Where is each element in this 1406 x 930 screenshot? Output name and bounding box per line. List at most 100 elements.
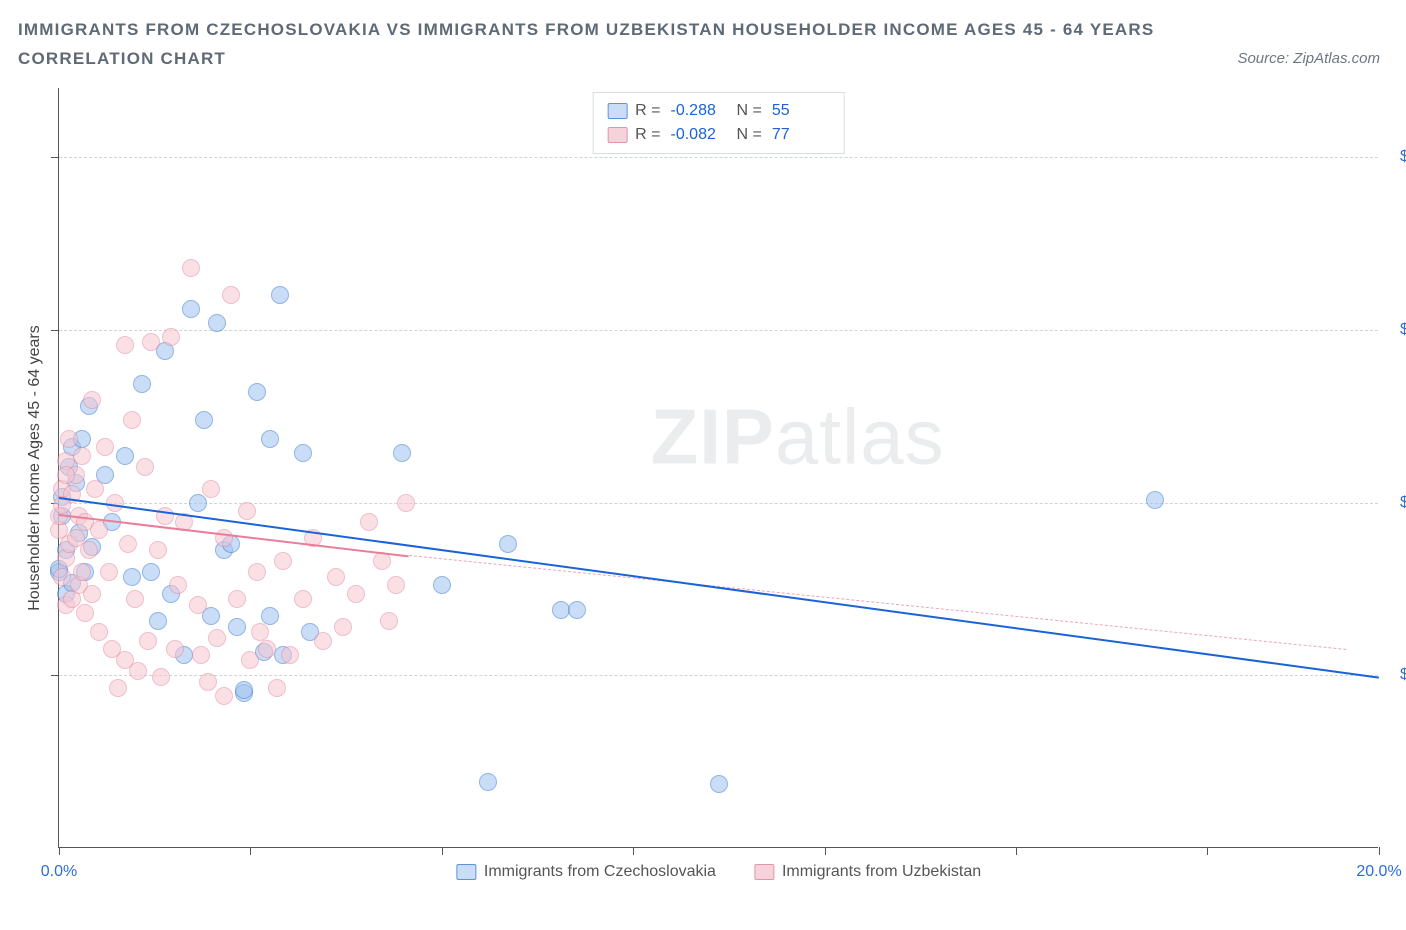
- scatter-point: [60, 430, 78, 448]
- scatter-point: [96, 438, 114, 456]
- scatter-point: [327, 568, 345, 586]
- y-axis-tick-label: $187,500: [1386, 321, 1406, 339]
- scatter-point: [271, 286, 289, 304]
- scatter-point: [248, 383, 266, 401]
- legend-r-label: R =: [635, 123, 660, 147]
- scatter-point: [182, 259, 200, 277]
- x-axis-tick: [250, 847, 251, 855]
- scatter-point: [83, 391, 101, 409]
- scatter-point: [195, 411, 213, 429]
- gridline-h: [59, 330, 1378, 331]
- scatter-point: [80, 541, 98, 559]
- scatter-point: [347, 585, 365, 603]
- legend-series-item: Immigrants from Czechoslovakia: [456, 863, 716, 881]
- scatter-point: [123, 568, 141, 586]
- scatter-point: [222, 286, 240, 304]
- x-axis-tick: [825, 847, 826, 855]
- legend-n-value-blue: 55: [772, 99, 830, 123]
- scatter-point: [100, 563, 118, 581]
- scatter-point: [251, 623, 269, 641]
- legend-swatch-blue: [456, 864, 476, 880]
- scatter-point: [1146, 491, 1164, 509]
- legend-n-label: N =: [737, 123, 762, 147]
- legend-series-item: Immigrants from Uzbekistan: [754, 863, 981, 881]
- y-axis-tick: [51, 330, 59, 331]
- legend-r-value-blue: -0.288: [671, 99, 729, 123]
- scatter-point: [149, 541, 167, 559]
- scatter-point: [568, 601, 586, 619]
- scatter-point: [73, 447, 91, 465]
- scatter-point: [499, 535, 517, 553]
- x-axis-tick: [1207, 847, 1208, 855]
- scatter-point: [202, 480, 220, 498]
- chart-container: Householder Income Ages 45 - 64 years ZI…: [18, 88, 1398, 888]
- scatter-point: [86, 480, 104, 498]
- legend-swatch-blue: [607, 103, 627, 119]
- scatter-point: [281, 646, 299, 664]
- watermark-rest: atlas: [775, 393, 945, 481]
- scatter-point: [552, 601, 570, 619]
- scatter-point: [274, 552, 292, 570]
- chart-title-line1: IMMIGRANTS FROM CZECHOSLOVAKIA VS IMMIGR…: [18, 16, 1388, 43]
- scatter-point: [397, 494, 415, 512]
- watermark-bold: ZIP: [651, 393, 775, 481]
- x-axis-tick-label: 20.0%: [1356, 863, 1401, 881]
- source-attribution: Source: ZipAtlas.com: [1237, 50, 1380, 67]
- scatter-point: [90, 521, 108, 539]
- scatter-point: [241, 651, 259, 669]
- scatter-point: [208, 629, 226, 647]
- scatter-point: [261, 430, 279, 448]
- scatter-point: [53, 568, 71, 586]
- legend-series: Immigrants from Czechoslovakia Immigrant…: [456, 863, 981, 881]
- x-axis-tick: [1016, 847, 1017, 855]
- scatter-point: [192, 646, 210, 664]
- x-axis-tick: [442, 847, 443, 855]
- scatter-point: [149, 612, 167, 630]
- gridline-h: [59, 503, 1378, 504]
- scatter-point: [116, 336, 134, 354]
- scatter-point: [228, 590, 246, 608]
- legend-r-value-pink: -0.082: [671, 123, 729, 147]
- scatter-point: [129, 662, 147, 680]
- x-axis-tick: [1379, 847, 1380, 855]
- x-axis-tick-label: 0.0%: [41, 863, 77, 881]
- watermark: ZIPatlas: [651, 392, 945, 483]
- scatter-point: [228, 618, 246, 636]
- scatter-point: [57, 466, 75, 484]
- scatter-point: [73, 563, 91, 581]
- scatter-point: [294, 444, 312, 462]
- trend-line: [409, 555, 1346, 650]
- scatter-point: [258, 640, 276, 658]
- scatter-point: [215, 687, 233, 705]
- y-axis-tick: [51, 675, 59, 676]
- scatter-point: [235, 681, 253, 699]
- scatter-point: [133, 375, 151, 393]
- scatter-point: [189, 494, 207, 512]
- scatter-point: [380, 612, 398, 630]
- plot-area: Householder Income Ages 45 - 64 years ZI…: [58, 88, 1378, 848]
- y-axis-tick-label: $250,000: [1386, 148, 1406, 166]
- scatter-point: [334, 618, 352, 636]
- scatter-point: [162, 328, 180, 346]
- legend-n-label: N =: [737, 99, 762, 123]
- chart-title-line2: CORRELATION CHART: [18, 49, 1388, 69]
- scatter-point: [76, 604, 94, 622]
- scatter-point: [248, 563, 266, 581]
- legend-swatch-pink: [754, 864, 774, 880]
- scatter-point: [261, 607, 279, 625]
- legend-swatch-pink: [607, 127, 627, 143]
- y-axis-title: Householder Income Ages 45 - 64 years: [26, 325, 44, 611]
- scatter-point: [189, 596, 207, 614]
- scatter-point: [90, 623, 108, 641]
- scatter-point: [83, 585, 101, 603]
- scatter-point: [182, 300, 200, 318]
- scatter-point: [106, 494, 124, 512]
- scatter-point: [314, 632, 332, 650]
- chart-title-block: IMMIGRANTS FROM CZECHOSLOVAKIA VS IMMIGR…: [0, 0, 1406, 69]
- scatter-point: [208, 314, 226, 332]
- scatter-point: [393, 444, 411, 462]
- scatter-point: [142, 333, 160, 351]
- scatter-point: [136, 458, 154, 476]
- gridline-h: [59, 157, 1378, 158]
- gridline-h: [59, 675, 1378, 676]
